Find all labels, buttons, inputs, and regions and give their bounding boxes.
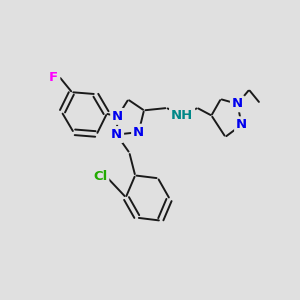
Text: N: N — [111, 128, 122, 141]
Text: F: F — [49, 70, 58, 84]
Text: N: N — [133, 126, 144, 139]
Text: Cl: Cl — [93, 170, 107, 183]
Text: N: N — [232, 97, 243, 110]
Text: N: N — [112, 110, 123, 123]
Text: NH: NH — [171, 109, 193, 122]
Text: N: N — [236, 118, 247, 131]
